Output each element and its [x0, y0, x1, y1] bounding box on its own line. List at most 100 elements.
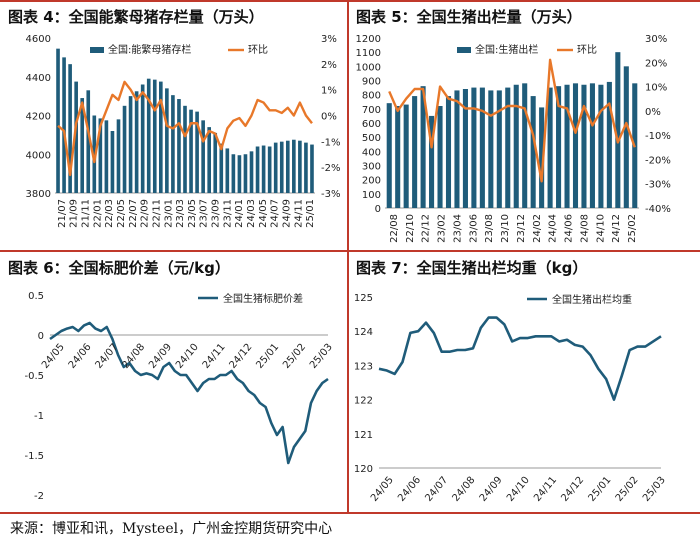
y-right-tick-label: 0%: [645, 107, 661, 118]
bar: [140, 84, 145, 193]
bar: [539, 107, 545, 208]
bar: [606, 81, 612, 208]
legend-bar-swatch: [457, 47, 471, 53]
x-tick-label: 23/04: [452, 214, 463, 243]
x-tick-label: 21/07: [57, 199, 68, 228]
bar: [454, 90, 460, 208]
bar: [177, 99, 181, 193]
y-right-tick-label: -40%: [645, 204, 671, 215]
y-left-tick-label: 900: [362, 77, 381, 88]
bar: [62, 57, 66, 193]
x-tick-label: 22/05: [116, 199, 127, 228]
y-right-tick-label: 20%: [645, 58, 667, 69]
legend-bar-label: 全国:能繁母猪存栏: [108, 43, 191, 56]
y-left-tick-label: 400: [362, 147, 381, 158]
bar: [581, 84, 587, 208]
y-left-tick-label: 200: [362, 176, 381, 187]
chart-6-title: 图表 6：全国标肥价差（元/kg）: [8, 259, 230, 277]
x-tick-label: 25/03: [308, 342, 335, 371]
bar: [267, 146, 272, 193]
y-tick-label: 0: [38, 331, 44, 342]
line-series-mom: [388, 58, 636, 183]
x-tick-label: 24/12: [228, 342, 255, 371]
bar: [598, 84, 604, 208]
bar: [207, 127, 211, 193]
y-left-tick-label: 1000: [356, 62, 381, 73]
bar: [615, 52, 621, 209]
y-left-tick-label: 100: [362, 190, 381, 201]
y-tick-label: 124: [354, 327, 373, 338]
x-tick-label: 22/03: [104, 199, 115, 228]
y-right-tick-label: -1%: [321, 137, 340, 148]
y-right-tick-label: 30%: [645, 34, 667, 45]
bar: [134, 91, 139, 193]
bar: [395, 106, 401, 208]
y-tick-label: -1.5: [24, 451, 44, 462]
chart-6-price-spread: 0.50-0.5-1-1.5-224/05 24/06 24/07 24/08 24/0…: [24, 291, 335, 502]
bar: [225, 148, 230, 193]
x-tick-label: 21/09: [69, 199, 80, 228]
x-tick-label: 24/01: [234, 199, 245, 228]
x-tick-label: 24/08: [120, 342, 147, 371]
line-series: [49, 321, 329, 465]
x-tick-label: 22/01: [92, 199, 103, 228]
x-tick-label: 24/12: [611, 214, 622, 243]
y-tick-label: -1: [34, 411, 44, 422]
bar: [479, 87, 485, 208]
bar: [437, 106, 443, 208]
chart-7-title: 图表 7：全国生猪出栏均重（kg）: [356, 259, 588, 277]
bar: [219, 143, 224, 193]
bar: [496, 90, 502, 208]
chart-5-title: 图表 5：全国生猪出栏量（万头）: [356, 8, 582, 26]
y-left-tick-label: 3800: [26, 189, 51, 200]
y-left-tick-label: 1100: [356, 48, 381, 59]
y-right-tick-label: -10%: [645, 131, 671, 142]
y-tick-label: -0.5: [24, 371, 44, 382]
bar: [68, 64, 72, 193]
bar: [304, 142, 308, 193]
x-tick-label: 22/11: [151, 199, 162, 228]
x-tick-label: 22/09: [140, 199, 151, 228]
bar: [122, 105, 127, 193]
bar: [183, 105, 187, 193]
x-tick-label: 24/03: [246, 199, 257, 228]
x-tick-label: 23/05: [187, 199, 198, 228]
x-tick-label: 24/05: [258, 199, 269, 228]
bar: [273, 142, 278, 193]
x-tick-label: 22/12: [421, 214, 432, 243]
y-right-tick-label: -20%: [645, 155, 671, 166]
y-tick-label: -2: [34, 491, 44, 502]
legend-line-label: 环比: [248, 44, 268, 56]
bar: [249, 151, 254, 193]
bar: [56, 48, 60, 193]
source-note: 来源：博亚和讯，Mysteel，广州金控期货研究中心: [10, 521, 333, 537]
x-tick-label: 24/02: [532, 214, 543, 243]
bar: [556, 86, 562, 208]
bar: [623, 66, 629, 208]
line-series: [378, 316, 662, 401]
x-tick-label: 22/08: [389, 214, 400, 243]
y-right-tick-label: 0%: [321, 112, 337, 123]
bar: [445, 96, 452, 208]
bar: [292, 139, 296, 193]
legend-label: 全国生猪出栏均重: [552, 293, 632, 306]
bar: [589, 83, 595, 208]
bar: [285, 140, 290, 193]
y-left-tick-label: 700: [362, 105, 381, 116]
y-left-tick-label: 4000: [26, 150, 51, 161]
bar: [505, 87, 511, 208]
y-left-tick-label: 800: [362, 91, 381, 102]
x-tick-label: 24/06: [67, 342, 94, 371]
x-tick-label: 24/08: [451, 475, 478, 504]
top-border: [0, 0, 700, 2]
x-tick-label: 24/10: [595, 214, 606, 243]
x-tick-label: 24/07: [94, 342, 121, 371]
y-right-tick-label: 1%: [321, 86, 337, 97]
bar: [152, 79, 157, 193]
bar: [564, 84, 570, 208]
legend-bar-label: 全国:生猪出栏: [475, 43, 538, 56]
y-tick-label: 125: [354, 293, 373, 304]
legend-bar-swatch: [90, 47, 104, 53]
x-tick-label: 24/11: [293, 199, 304, 228]
bar: [255, 146, 260, 193]
